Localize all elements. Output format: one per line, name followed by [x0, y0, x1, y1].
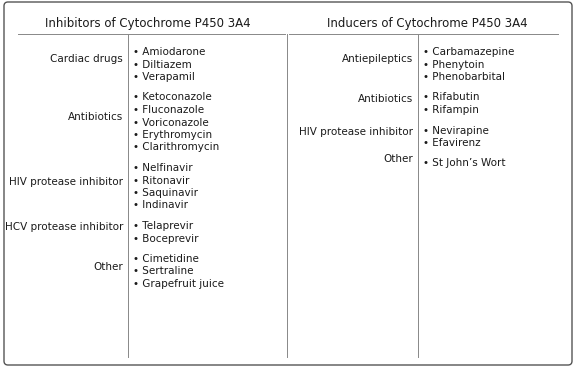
Text: • Carbamazepine: • Carbamazepine [423, 47, 514, 57]
Text: • Cimetidine: • Cimetidine [133, 254, 199, 264]
Text: • Diltiazem: • Diltiazem [133, 59, 192, 69]
Text: Antiepileptics: Antiepileptics [342, 55, 413, 65]
Text: • Rifampin: • Rifampin [423, 105, 479, 115]
Text: • Sertraline: • Sertraline [133, 266, 194, 276]
Text: HCV protease inhibitor: HCV protease inhibitor [5, 222, 123, 232]
Text: Cardiac drugs: Cardiac drugs [50, 55, 123, 65]
Text: Other: Other [383, 153, 413, 164]
Text: • Amiodarone: • Amiodarone [133, 47, 206, 57]
Text: • St John’s Wort: • St John’s Wort [423, 159, 506, 168]
Text: Inhibitors of Cytochrome P450 3A4: Inhibitors of Cytochrome P450 3A4 [45, 17, 251, 30]
Text: • Erythromycin: • Erythromycin [133, 130, 212, 140]
Text: • Nelfinavir: • Nelfinavir [133, 163, 192, 173]
Text: • Clarithromycin: • Clarithromycin [133, 142, 219, 153]
Text: • Efavirenz: • Efavirenz [423, 138, 480, 148]
Text: Other: Other [93, 262, 123, 272]
Text: • Verapamil: • Verapamil [133, 72, 195, 82]
Text: • Boceprevir: • Boceprevir [133, 233, 199, 243]
Text: • Rifabutin: • Rifabutin [423, 92, 479, 102]
Text: • Voriconazole: • Voriconazole [133, 117, 209, 127]
Text: • Ritonavir: • Ritonavir [133, 175, 190, 185]
FancyBboxPatch shape [4, 2, 572, 365]
Text: HIV protease inhibitor: HIV protease inhibitor [9, 177, 123, 187]
Text: • Indinavir: • Indinavir [133, 200, 188, 211]
Text: • Grapefruit juice: • Grapefruit juice [133, 279, 224, 289]
Text: • Phenytoin: • Phenytoin [423, 59, 484, 69]
Text: • Ketoconazole: • Ketoconazole [133, 92, 212, 102]
Text: • Saquinavir: • Saquinavir [133, 188, 198, 198]
Text: Antibiotics: Antibiotics [358, 94, 413, 104]
Text: Inducers of Cytochrome P450 3A4: Inducers of Cytochrome P450 3A4 [327, 17, 528, 30]
Text: • Nevirapine: • Nevirapine [423, 126, 489, 135]
Text: Antibiotics: Antibiotics [68, 113, 123, 123]
Text: • Fluconazole: • Fluconazole [133, 105, 204, 115]
Text: • Phenobarbital: • Phenobarbital [423, 72, 505, 82]
Text: HIV protease inhibitor: HIV protease inhibitor [299, 127, 413, 137]
Text: • Telaprevir: • Telaprevir [133, 221, 193, 231]
